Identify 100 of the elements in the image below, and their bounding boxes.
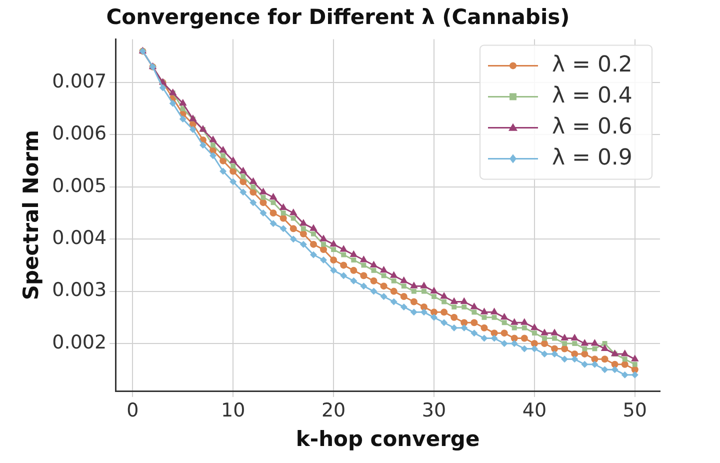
point	[630, 354, 639, 362]
point	[240, 188, 247, 196]
point	[450, 324, 458, 332]
point	[580, 339, 589, 346]
point	[360, 272, 368, 280]
point	[400, 293, 408, 300]
point	[551, 350, 558, 358]
point	[632, 362, 638, 367]
point	[571, 350, 578, 358]
point	[321, 242, 326, 247]
x-tick-label: 50	[622, 399, 647, 422]
point	[430, 308, 438, 316]
point	[532, 330, 537, 336]
point	[360, 282, 368, 290]
y-axis-title: Spectral Norm	[19, 130, 44, 300]
point	[460, 297, 468, 304]
point	[480, 324, 488, 332]
point	[169, 100, 176, 107]
x-tick-label: 10	[221, 399, 246, 422]
point	[551, 345, 558, 352]
point	[470, 319, 478, 326]
point	[520, 334, 528, 342]
point	[480, 308, 488, 314]
legend-label: λ = 0.9	[552, 145, 632, 170]
point	[280, 214, 287, 222]
point	[420, 282, 428, 288]
point	[390, 298, 398, 306]
legend-label: λ = 0.6	[552, 114, 632, 140]
point	[290, 236, 297, 243]
point	[220, 157, 227, 164]
point	[570, 334, 579, 341]
point	[410, 298, 418, 306]
point	[500, 312, 508, 320]
legend-label: λ = 0.2	[552, 52, 632, 78]
point	[430, 314, 438, 321]
point	[259, 188, 268, 194]
point	[371, 268, 376, 273]
point	[601, 356, 608, 363]
point	[470, 302, 478, 310]
point	[492, 314, 497, 320]
point	[320, 246, 328, 254]
point	[540, 340, 548, 347]
point	[380, 282, 388, 290]
point	[530, 340, 538, 347]
point	[581, 360, 588, 368]
point	[380, 293, 388, 300]
point	[500, 330, 508, 337]
point	[410, 282, 418, 288]
point	[571, 356, 578, 363]
point	[490, 308, 498, 314]
chart-title: Convergence for Different λ (Cannabis)	[106, 5, 570, 30]
y-tick-label: 0.005	[52, 174, 107, 197]
point	[550, 328, 558, 336]
point	[361, 262, 366, 268]
point	[430, 286, 438, 294]
y-tick-label: 0.004	[52, 227, 107, 250]
point	[591, 360, 598, 368]
point	[330, 256, 338, 264]
point	[341, 252, 346, 258]
point	[260, 199, 267, 206]
point	[220, 153, 226, 158]
point	[249, 177, 258, 184]
point	[510, 340, 518, 347]
point	[582, 346, 588, 352]
point	[300, 240, 307, 248]
point	[512, 325, 517, 330]
point	[360, 255, 368, 262]
point	[601, 366, 608, 374]
point	[159, 84, 166, 92]
point	[330, 266, 338, 274]
x-tick-label: 0	[126, 399, 139, 422]
point	[280, 225, 287, 232]
point	[450, 297, 458, 304]
point	[210, 142, 216, 148]
point	[260, 194, 266, 200]
point	[239, 166, 248, 174]
y-tick-label: 0.006	[52, 122, 107, 145]
point	[310, 251, 317, 258]
point	[552, 336, 558, 341]
point	[562, 341, 568, 346]
point	[522, 325, 527, 330]
point	[340, 272, 348, 280]
point	[442, 299, 447, 304]
point	[179, 116, 186, 123]
point	[320, 256, 328, 264]
point	[340, 262, 348, 269]
legend-label: λ = 0.4	[552, 83, 632, 108]
point	[270, 210, 277, 217]
point	[189, 126, 196, 133]
point	[220, 168, 227, 175]
point	[530, 323, 538, 330]
point	[391, 278, 396, 284]
y-tick-label: 0.003	[52, 279, 107, 302]
point	[622, 356, 628, 362]
point	[440, 292, 448, 299]
point	[370, 260, 378, 268]
point	[611, 366, 618, 374]
point	[331, 247, 336, 252]
point	[230, 164, 236, 169]
point	[410, 308, 418, 316]
